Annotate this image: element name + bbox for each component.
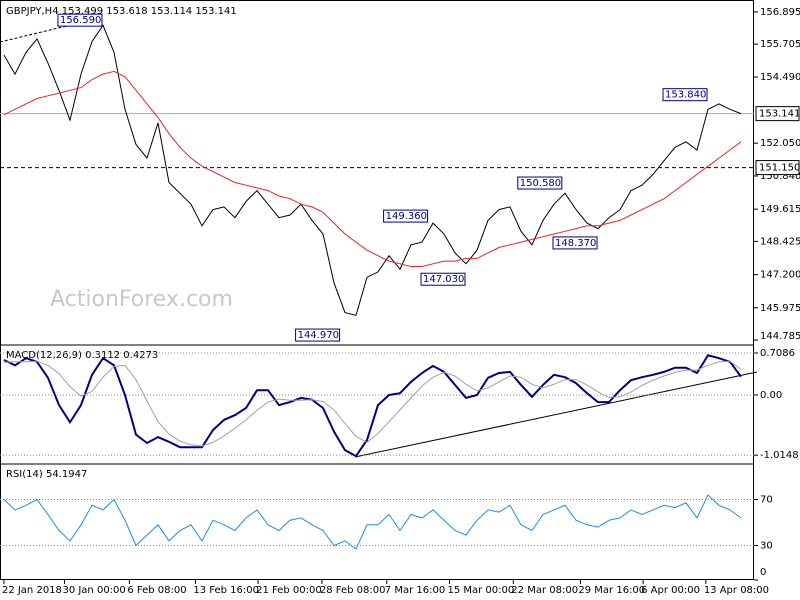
annotation-box xyxy=(552,236,598,250)
x-tick-label: 22 Jan 2018 xyxy=(2,585,62,596)
series-line xyxy=(3,354,742,458)
price-label: 151.150 xyxy=(759,163,800,174)
y-tick-label: 150.840 xyxy=(760,171,800,182)
annotation-label: 144.970 xyxy=(298,330,339,341)
panel-title: GBPJPY,H4 153.499 153.618 153.114 153.14… xyxy=(6,6,237,17)
panel-title: RSI(14) 54.1947 xyxy=(6,469,87,480)
annotation-label: 150.580 xyxy=(520,178,561,189)
y-tick-label: 152.050 xyxy=(760,138,800,149)
annotation-box xyxy=(295,328,341,342)
price-label-box xyxy=(755,160,800,176)
series-line xyxy=(3,24,742,316)
x-tick-label: 15 Mar 00:00 xyxy=(447,585,514,596)
panel-title: MACD(12,26,9) 0.3112 0.4273 xyxy=(6,350,158,361)
annotation-box xyxy=(383,209,429,223)
x-tick-label: 13 Feb 16:00 xyxy=(193,585,259,596)
y-tick-label: -1.0148 xyxy=(760,450,799,461)
annotation-label: 149.360 xyxy=(386,211,427,222)
y-tick-label: 0 xyxy=(760,567,766,578)
price-label: 153.141 xyxy=(759,109,800,120)
y-tick-label: 30 xyxy=(760,541,773,552)
annotation-label: 147.030 xyxy=(423,274,464,285)
y-tick-label: 155.705 xyxy=(760,39,800,50)
annotation-box xyxy=(420,272,466,286)
x-tick-label: 13 Apr 08:00 xyxy=(704,585,769,596)
y-tick-label: 144.785 xyxy=(760,331,800,342)
y-tick-label: 0.7086 xyxy=(760,348,795,359)
plot-frame xyxy=(0,0,754,580)
x-tick-label: 21 Feb 00:00 xyxy=(256,585,322,596)
x-tick-label: 6 Apr 00:00 xyxy=(641,585,700,596)
annotation-box xyxy=(57,13,103,27)
x-tick-label: 6 Feb 08:00 xyxy=(127,585,186,596)
y-tick-label: 70 xyxy=(760,495,773,506)
annotation-box xyxy=(662,88,708,102)
y-tick-label: 0.00 xyxy=(760,390,782,401)
x-tick-label: 28 Feb 08:00 xyxy=(320,585,386,596)
trend-line xyxy=(354,371,758,458)
watermark: ActionForex.com xyxy=(50,287,233,312)
series-line xyxy=(3,360,742,447)
y-tick-label: 147.200 xyxy=(760,270,800,281)
x-tick-label: 29 Mar 16:00 xyxy=(578,585,645,596)
x-tick-label: 30 Jan 00:00 xyxy=(62,585,125,596)
y-tick-label: 156.895 xyxy=(760,7,800,18)
annotation-label: 156.590 xyxy=(60,15,101,26)
annotation-label: 153.840 xyxy=(665,90,706,101)
y-tick-label: 145.975 xyxy=(760,303,800,314)
y-tick-label: 154.490 xyxy=(760,72,800,83)
x-tick-label: 22 Mar 08:00 xyxy=(511,585,578,596)
y-tick-label: 149.615 xyxy=(760,204,800,215)
series-line xyxy=(3,70,742,267)
y-tick-label: 148.425 xyxy=(760,236,800,247)
annotation-box xyxy=(517,176,563,190)
series-line xyxy=(3,494,742,550)
x-tick-label: 7 Mar 16:00 xyxy=(385,585,445,596)
annotation-label: 148.370 xyxy=(555,238,596,249)
price-label-box xyxy=(755,106,800,122)
